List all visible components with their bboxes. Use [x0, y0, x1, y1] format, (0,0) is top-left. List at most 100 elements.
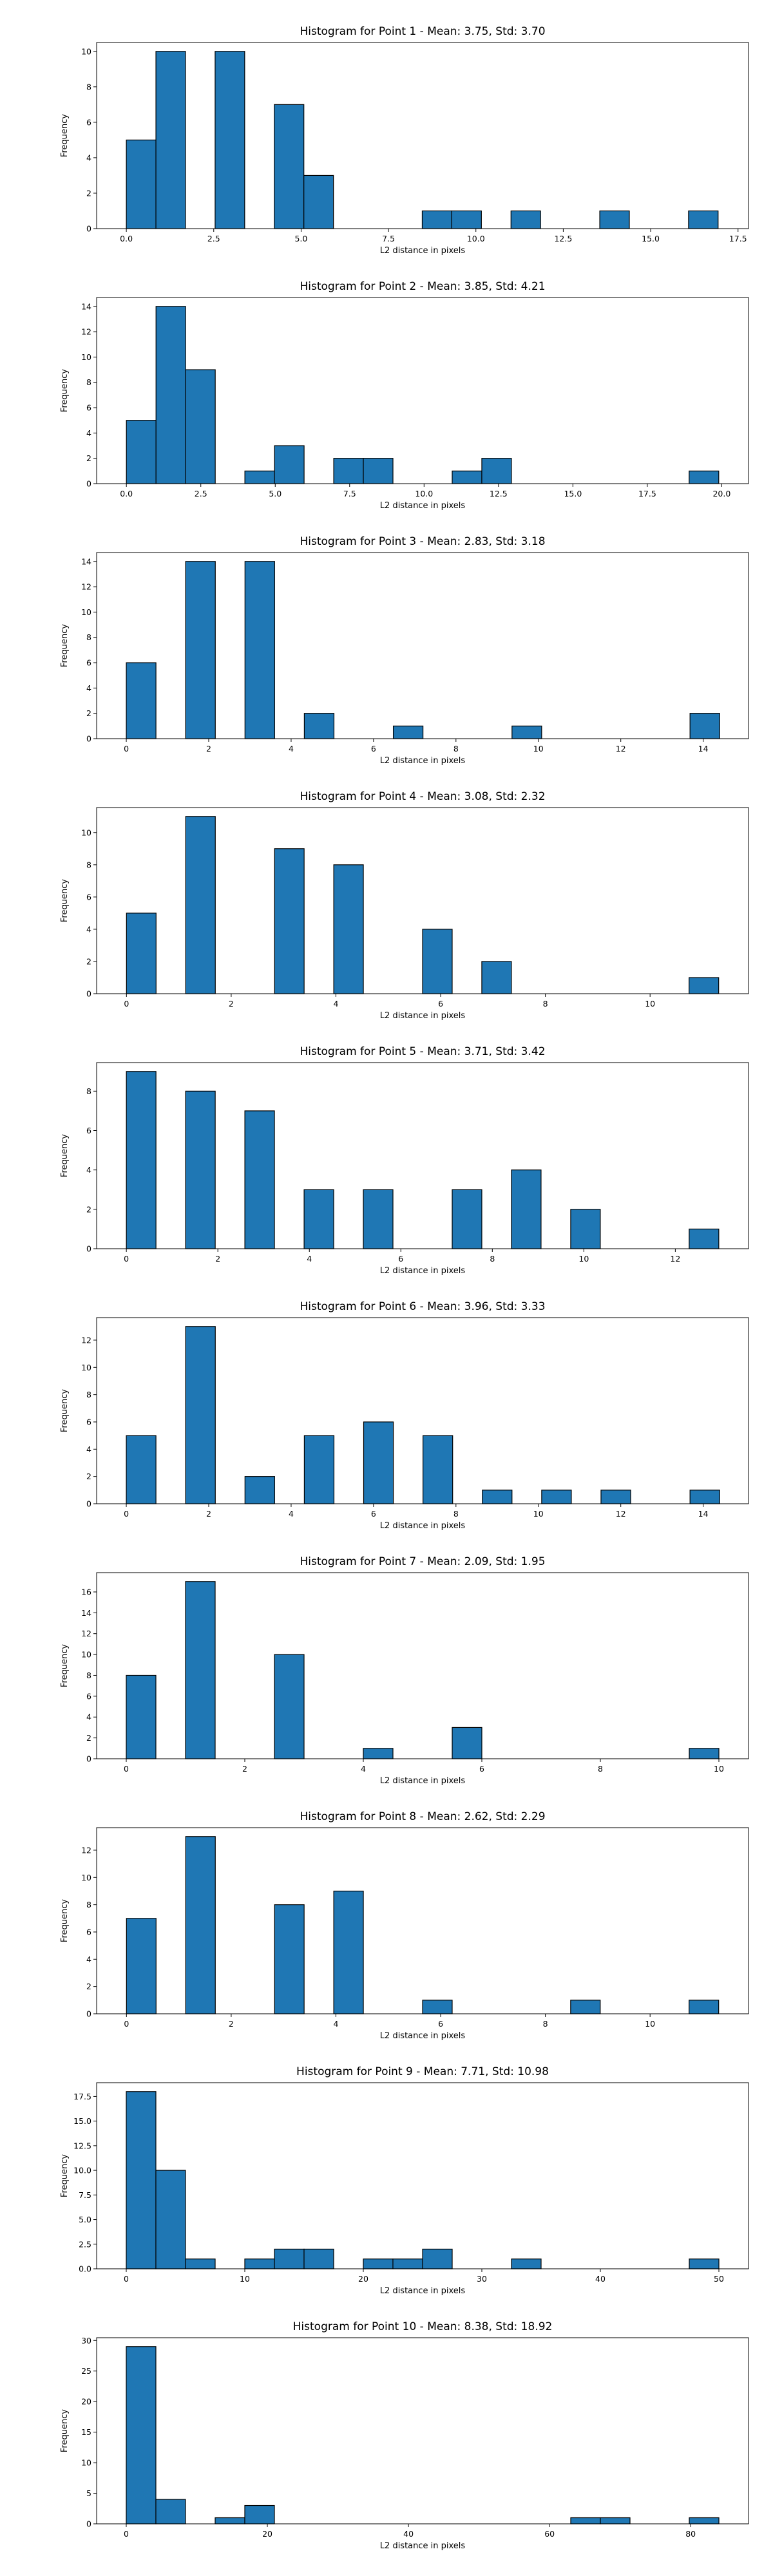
y-axis: 0.0 2.5 5.0 7.5 10.0 12.5 15.0 17.5 — [73, 2092, 97, 2274]
y-tick-label: 14 — [81, 301, 91, 311]
x-axis-label: L2 distance in pixels — [380, 246, 466, 256]
histogram-panel-3: Histogram for Point 3 - Mean: 2.83, Std:… — [0, 510, 773, 766]
histogram-bar — [155, 2499, 186, 2524]
x-axis: 0 10 20 30 40 50 — [124, 2269, 724, 2284]
y-axis-label: Frequency — [60, 624, 70, 667]
x-tick-label: 0 — [124, 744, 129, 753]
y-axis: 0 2 4 6 8 10 12 14 16 — [81, 1587, 97, 1764]
x-tick-label: 80 — [685, 2529, 696, 2539]
x-tick-label: 10 — [645, 999, 655, 1009]
histogram-bar — [303, 2248, 334, 2269]
x-axis: 0 2 4 6 8 10 — [124, 994, 655, 1009]
y-tick-label: 0 — [86, 479, 91, 489]
chart-title: Histogram for Point 2 - Mean: 3.85, Std:… — [300, 280, 545, 293]
histogram-bar — [689, 713, 720, 739]
histogram-bar — [422, 929, 453, 994]
histogram-chart-4: Histogram for Point 4 - Mean: 3.08, Std:… — [60, 790, 749, 1021]
y-tick-label: 2 — [86, 1733, 91, 1743]
axes-frame — [96, 297, 749, 484]
histogram-chart-1: Histogram for Point 1 - Mean: 3.75, Std:… — [60, 25, 749, 256]
histogram-bar — [126, 2091, 157, 2269]
histogram-bar — [244, 2259, 275, 2269]
x-tick-label: 8 — [543, 999, 548, 1009]
y-tick-label: 0 — [86, 1244, 91, 1254]
y-tick-label: 2 — [86, 188, 91, 198]
x-tick-label: 2.5 — [207, 234, 220, 243]
x-tick-label: 10.0 — [467, 234, 485, 243]
y-tick-label: 2 — [86, 453, 91, 463]
chart-title: Histogram for Point 3 - Mean: 2.83, Std:… — [300, 535, 545, 548]
y-axis-label: Frequency — [60, 1899, 70, 1942]
histogram-bar — [185, 1326, 216, 1504]
x-axis: 0 2 4 6 8 10 12 14 — [124, 1504, 709, 1519]
histogram-bars — [126, 306, 720, 484]
histogram-panel-4: Histogram for Point 4 - Mean: 3.08, Std:… — [0, 765, 773, 1021]
y-tick-label: 8 — [86, 1086, 91, 1096]
histogram-bar — [511, 2259, 542, 2269]
histogram-bar — [244, 470, 275, 484]
x-tick-label: 17.5 — [638, 489, 656, 498]
histogram-bar — [126, 1071, 157, 1249]
y-axis: 0 2 4 6 8 10 12 — [81, 1335, 97, 1509]
x-tick-label: 10 — [533, 1509, 544, 1519]
x-tick-label: 12.5 — [490, 489, 508, 498]
histogram-panel-6: Histogram for Point 6 - Mean: 3.96, Std:… — [0, 1275, 773, 1531]
histogram-bar — [423, 1435, 453, 1504]
y-axis-label: Frequency — [60, 2409, 70, 2452]
axes-frame — [96, 552, 749, 739]
x-tick-label: 6 — [438, 2019, 443, 2029]
histogram-bar — [452, 470, 482, 484]
y-tick-label: 4 — [86, 683, 91, 693]
y-tick-label: 4 — [86, 1955, 91, 1964]
histogram-panel-5: Histogram for Point 5 - Mean: 3.71, Std:… — [0, 1020, 773, 1276]
x-tick-label: 15.0 — [564, 489, 582, 498]
y-axis: 0 2 4 6 8 10 12 — [81, 1845, 97, 2019]
histogram-bar — [274, 2248, 305, 2269]
y-tick-label: 0 — [86, 989, 91, 999]
y-tick-label: 6 — [86, 1927, 91, 1937]
histogram-chart-6: Histogram for Point 6 - Mean: 3.96, Std:… — [60, 1300, 749, 1531]
axes-frame — [96, 2082, 749, 2269]
histogram-chart-8: Histogram for Point 8 - Mean: 2.62, Std:… — [60, 1810, 749, 2041]
x-tick-label: 12 — [616, 1509, 626, 1519]
y-tick-label: 8 — [86, 1900, 91, 1909]
y-axis: 0 5 10 15 20 25 30 — [81, 2336, 97, 2529]
y-axis-label: Frequency — [60, 369, 70, 412]
y-tick-label: 4 — [86, 1165, 91, 1175]
histogram-bar — [481, 458, 512, 484]
x-tick-label: 2 — [206, 1509, 211, 1519]
x-axis: 0 2 4 6 8 10 12 14 — [124, 739, 709, 753]
y-tick-label: 5.0 — [79, 2215, 91, 2224]
y-tick-label: 10.0 — [73, 2166, 91, 2175]
y-tick-label: 7.5 — [79, 2190, 91, 2200]
y-tick-label: 16 — [81, 1587, 91, 1596]
y-tick-label: 8 — [86, 1671, 91, 1680]
histogram-bar — [303, 1189, 334, 1249]
histogram-bar — [126, 662, 157, 739]
histogram-bar — [451, 210, 482, 229]
x-axis: 0 2 4 6 8 10 — [124, 2014, 655, 2029]
histogram-bar — [333, 1890, 364, 2014]
histogram-bars — [126, 561, 720, 739]
x-tick-label: 50 — [714, 2274, 724, 2284]
x-tick-label: 30 — [477, 2274, 487, 2284]
y-tick-label: 4 — [86, 153, 91, 162]
x-tick-label: 8 — [598, 1764, 603, 1774]
histogram-bar — [511, 1170, 542, 1249]
histogram-bar — [421, 210, 452, 229]
x-axis: 0.0 2.5 5.0 7.5 10.0 12.5 15.0 17.5 — [120, 229, 747, 243]
x-tick-label: 0.0 — [120, 489, 133, 498]
histogram-bar — [600, 2517, 631, 2524]
histogram-bar — [541, 1490, 572, 1504]
histogram-bar — [303, 1435, 335, 1504]
chart-title: Histogram for Point 1 - Mean: 3.75, Std:… — [300, 25, 545, 38]
y-tick-label: 10 — [81, 1363, 91, 1372]
chart-title: Histogram for Point 5 - Mean: 3.71, Std:… — [300, 1045, 545, 1058]
x-tick-label: 14 — [698, 1509, 709, 1519]
chart-title: Histogram for Point 7 - Mean: 2.09, Std:… — [300, 1555, 545, 1568]
histogram-bar — [274, 848, 305, 994]
histogram-bar — [185, 1836, 216, 2014]
y-tick-label: 0 — [86, 734, 91, 744]
y-tick-label: 0 — [86, 224, 91, 234]
